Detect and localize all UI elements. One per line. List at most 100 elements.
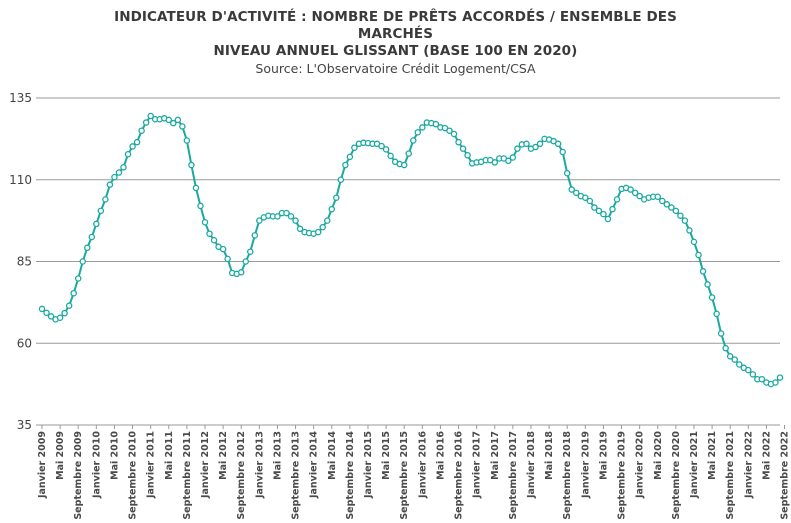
data-point xyxy=(464,151,471,159)
data-point xyxy=(47,313,55,320)
data-point xyxy=(505,157,512,165)
data-point xyxy=(446,127,453,134)
data-point xyxy=(414,129,422,136)
data-point xyxy=(681,217,689,224)
data-point xyxy=(38,305,46,313)
x-tick-label: Septembre 2016 xyxy=(454,431,465,520)
chart-title-line-2: MARCHÉS xyxy=(357,26,434,42)
series-line xyxy=(41,114,781,386)
data-point xyxy=(455,138,462,146)
x-tick-label: Septembre 2011 xyxy=(182,431,193,520)
data-point xyxy=(654,193,662,201)
data-point xyxy=(772,379,779,386)
data-point xyxy=(672,207,680,215)
data-point xyxy=(636,192,643,200)
data-point xyxy=(627,186,634,193)
data-point xyxy=(337,176,345,183)
x-tick-label: Mai 2022 xyxy=(761,431,772,480)
x-tick-label: Janvier 2018 xyxy=(526,431,537,499)
x-axis-ticks: Janvier 2009 Mai 2009 Septembre 2009 Janvie… xyxy=(37,425,791,520)
data-point xyxy=(206,230,213,237)
data-point xyxy=(201,219,209,226)
x-tick-label: Septembre 2009 xyxy=(73,431,84,520)
data-point xyxy=(659,197,666,205)
y-tick-label: 85 xyxy=(17,255,32,269)
x-tick-label: Janvier 2013 xyxy=(254,431,265,499)
data-point xyxy=(287,213,295,220)
data-point xyxy=(319,223,326,231)
x-tick-label: Septembre 2015 xyxy=(399,431,410,520)
data-point xyxy=(536,140,544,148)
x-tick-label: Septembre 2018 xyxy=(562,431,573,520)
data-point xyxy=(704,281,711,288)
data-point xyxy=(532,143,539,151)
data-point xyxy=(129,143,136,150)
x-tick-label: Mai 2011 xyxy=(164,431,175,480)
data-point xyxy=(197,202,204,210)
data-point xyxy=(726,353,734,360)
x-tick-label: Mai 2016 xyxy=(435,431,446,480)
data-point xyxy=(65,302,73,309)
data-point xyxy=(224,255,231,263)
data-point xyxy=(776,374,784,381)
data-point xyxy=(690,238,698,246)
data-point xyxy=(713,310,720,318)
data-point xyxy=(43,309,50,317)
data-point xyxy=(591,204,598,211)
y-tick-label: 35 xyxy=(17,418,32,432)
data-point xyxy=(708,294,716,301)
data-point xyxy=(165,116,173,124)
data-point xyxy=(115,169,123,176)
data-point xyxy=(61,309,68,317)
data-point xyxy=(491,159,499,166)
data-point xyxy=(147,112,154,120)
x-tick-label: Septembre 2021 xyxy=(725,431,736,520)
data-point xyxy=(749,371,757,378)
data-point xyxy=(613,196,621,203)
data-point xyxy=(84,244,91,252)
x-tick-label: Mai 2020 xyxy=(653,431,664,480)
data-point xyxy=(668,204,675,211)
x-tick-label: Mai 2009 xyxy=(55,431,66,480)
data-point xyxy=(695,251,702,259)
y-tick-label: 135 xyxy=(9,91,32,105)
data-point xyxy=(314,228,322,236)
data-point xyxy=(563,169,571,177)
data-point xyxy=(450,130,458,138)
x-tick-label: Mai 2010 xyxy=(109,431,120,480)
x-tick-label: Janvier 2021 xyxy=(689,431,700,499)
x-tick-label: Janvier 2009 xyxy=(37,431,48,499)
x-tick-label: Mai 2014 xyxy=(327,431,338,480)
x-tick-label: Mai 2015 xyxy=(381,431,392,480)
x-tick-label: Mai 2012 xyxy=(218,431,229,480)
data-point xyxy=(142,119,150,126)
data-point xyxy=(523,140,530,148)
data-point xyxy=(717,330,725,337)
data-point xyxy=(296,225,304,233)
data-point xyxy=(170,119,177,127)
data-point xyxy=(573,189,580,197)
data-point xyxy=(192,184,200,192)
grid-lines xyxy=(36,97,780,426)
x-tick-label: Mai 2018 xyxy=(544,431,555,480)
data-point xyxy=(74,275,82,282)
data-point xyxy=(663,201,671,208)
x-tick-label: Septembre 2022 xyxy=(780,431,791,520)
x-tick-label: Janvier 2015 xyxy=(363,431,374,499)
data-point xyxy=(133,138,141,146)
data-point xyxy=(699,268,707,275)
data-point xyxy=(274,213,281,220)
data-point xyxy=(731,356,738,363)
x-tick-label: Mai 2017 xyxy=(490,431,501,480)
x-tick-label: Janvier 2020 xyxy=(635,431,646,499)
data-point xyxy=(677,212,684,219)
x-tick-label: Mai 2021 xyxy=(707,431,718,480)
chart-title-line-3: NIVEAU ANNUEL GLISSANT (BASE 100 EN 2020… xyxy=(213,43,578,59)
data-point xyxy=(251,232,259,239)
data-point xyxy=(97,207,105,215)
data-point xyxy=(686,227,693,234)
x-tick-label: Janvier 2022 xyxy=(743,431,754,499)
data-point xyxy=(70,289,77,297)
data-point xyxy=(111,173,118,181)
data-point xyxy=(410,137,417,144)
